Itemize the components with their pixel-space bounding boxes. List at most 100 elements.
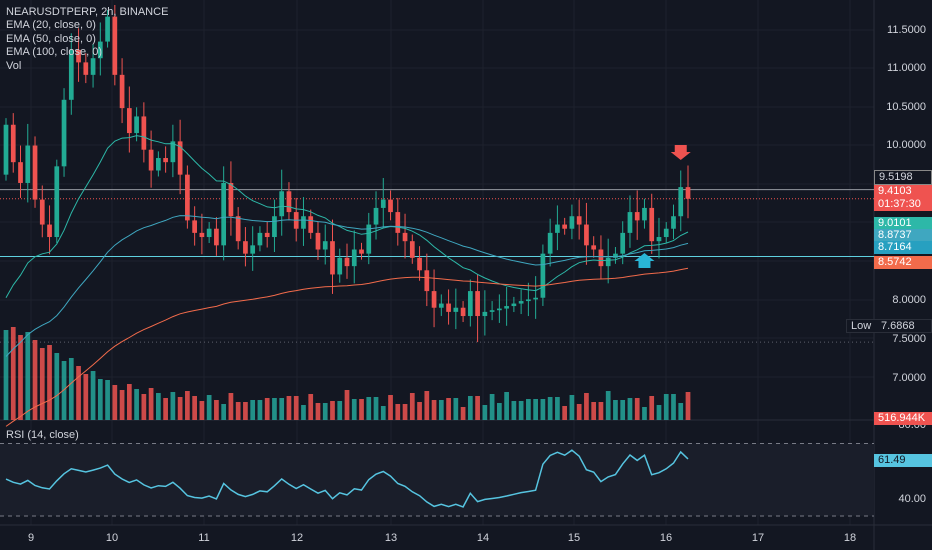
volume-bar <box>634 398 640 420</box>
volume-bar <box>192 396 197 420</box>
volume-bar <box>380 406 386 420</box>
rsi-legend[interactable]: RSI (14, close) <box>6 429 79 441</box>
volume-bar <box>373 397 379 420</box>
ema100-legend[interactable]: EMA (100, close, 0) <box>6 46 102 59</box>
price-axis-label: 8.0000 <box>892 294 926 306</box>
volume-bar <box>243 402 248 420</box>
candle-body <box>322 241 328 250</box>
volume-bar <box>547 397 553 420</box>
volume-bar <box>10 327 16 420</box>
candle-body <box>605 257 611 267</box>
candle-body <box>562 224 568 229</box>
candle-body <box>286 191 292 213</box>
volume-bar <box>322 403 328 420</box>
ema50-line <box>5 215 689 357</box>
volume-bar <box>569 395 575 420</box>
candle-body <box>584 224 589 246</box>
rsi-band <box>0 443 874 516</box>
candle-body <box>649 207 655 242</box>
time-axis-label: 15 <box>567 532 581 544</box>
symbol-title[interactable]: NEARUSDTPERP, 2h, BINANCE <box>6 6 169 18</box>
candle-body <box>156 158 161 171</box>
price-axis-label: 7.5000 <box>892 333 926 345</box>
candle-body <box>10 124 16 163</box>
volume-bar <box>489 394 495 420</box>
candle-body <box>533 297 538 300</box>
candle-body <box>228 182 234 217</box>
volume-bar <box>656 405 662 420</box>
candle-body <box>126 108 132 134</box>
candle-body <box>540 253 546 298</box>
candle-body <box>388 199 393 213</box>
time-axis-label: 17 <box>751 532 765 544</box>
candle-body <box>221 182 227 246</box>
candle-body <box>199 232 205 238</box>
volume-legend[interactable]: Vol <box>6 59 22 72</box>
volume-bar <box>540 399 546 420</box>
candle-body <box>105 16 110 42</box>
ema100-line <box>5 267 689 427</box>
ema50-legend[interactable]: EMA (50, close, 0) <box>6 32 96 45</box>
volume-bar <box>235 402 241 420</box>
volume-bar <box>424 391 430 420</box>
volume-bar <box>417 402 422 420</box>
volume-bar <box>105 380 110 420</box>
candle-body <box>591 245 597 250</box>
candle-body <box>678 187 684 217</box>
volume-bar <box>453 398 459 420</box>
candle-body <box>235 216 241 242</box>
candle-body <box>272 216 277 238</box>
low-price-tag: Low 7.6868 <box>846 319 932 333</box>
volume-bar <box>627 398 633 420</box>
candle-body <box>3 124 9 175</box>
candle-body <box>192 220 197 233</box>
chart-legend: NEARUSDTPERP, 2h, BINANCE EMA (20, close… <box>6 6 168 73</box>
volume-bar <box>518 401 524 420</box>
candle-body <box>32 145 38 200</box>
up-arrow-icon <box>634 253 655 268</box>
time-axis-label: 13 <box>384 532 398 544</box>
candle-body <box>134 116 139 134</box>
candle-body <box>250 245 256 254</box>
candle-body <box>424 270 430 292</box>
candle-body <box>279 191 285 217</box>
candle-body <box>315 232 321 250</box>
candle-body <box>409 241 415 258</box>
candle-body <box>598 249 604 267</box>
candle-body <box>453 307 459 312</box>
time-axis-label: 12 <box>290 532 304 544</box>
candle-body <box>663 228 669 238</box>
volume-bar <box>97 379 103 420</box>
time-axis-label: 9 <box>27 532 35 544</box>
time-axis-label: 11 <box>198 532 210 544</box>
candle-body <box>380 199 386 208</box>
candle-body <box>344 257 350 267</box>
low-label: Low <box>851 320 872 332</box>
candle-body <box>214 228 219 246</box>
volume-bar <box>337 401 343 420</box>
candle-body <box>141 116 147 150</box>
volume-bar <box>119 390 125 420</box>
time-axis-label: 14 <box>476 532 490 544</box>
volume-bar <box>148 388 154 420</box>
rsi-value-tag: 61.49 <box>874 454 932 467</box>
volume-bar <box>272 398 277 420</box>
candle-body <box>511 303 517 307</box>
candle-body <box>656 237 662 242</box>
volume-bar <box>308 394 314 420</box>
volume-bar <box>163 398 168 420</box>
volume-bar <box>475 396 480 420</box>
candle-body <box>76 49 81 63</box>
candle-body <box>337 257 343 275</box>
time-axis-label: 18 <box>843 532 857 544</box>
support-price-tag: 8.7164 <box>874 241 932 254</box>
ema20-legend[interactable]: EMA (20, close, 0) <box>6 19 96 32</box>
candle-body <box>526 299 531 302</box>
volume-bar <box>214 400 219 420</box>
price-axis-label: 10.5000 <box>886 101 926 113</box>
volume-bar <box>206 395 212 420</box>
volume-bar <box>511 401 517 420</box>
volume-bar <box>47 345 52 420</box>
volume-bar <box>112 385 118 420</box>
